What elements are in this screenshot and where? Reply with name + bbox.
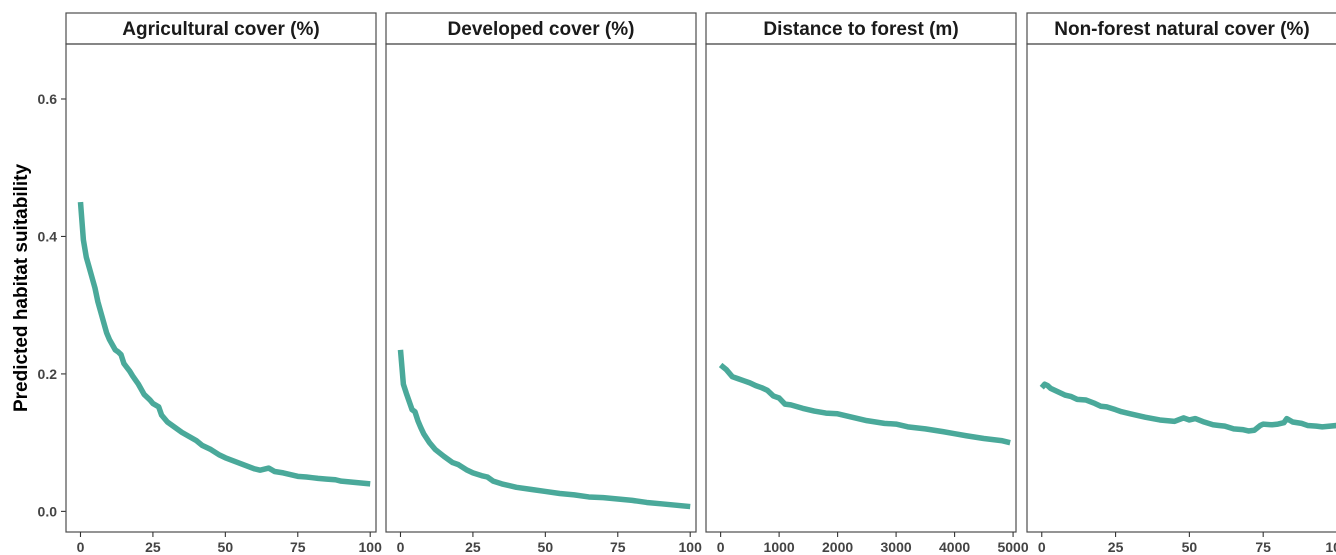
x-tick-label: 0: [1038, 539, 1046, 555]
series-line: [1039, 381, 1336, 434]
x-tick-label: 0: [717, 539, 725, 555]
facet-strip: [1026, 12, 1336, 45]
x-tick-label: 75: [290, 539, 306, 555]
panel-border: [1026, 43, 1336, 533]
y-tick-label: 0.0: [38, 503, 58, 519]
x-tick-label: 5000: [997, 539, 1028, 555]
y-tick-label: 0.4: [38, 228, 58, 244]
facet-panel-3: Distance to forest (m) 0 1000 2000 3000 4000 5…: [705, 12, 1029, 555]
x-tick-label: 0: [397, 539, 405, 555]
facet-panel-4: Non-forest natural cover (%) 0 25 50 75 100: [1026, 12, 1336, 555]
y-tick-label: 0.6: [38, 91, 58, 107]
series-line: [718, 362, 1011, 446]
x-tick-label: 25: [145, 539, 161, 555]
x-tick-label: 3000: [881, 539, 912, 555]
x-tick-label: 75: [610, 539, 626, 555]
x-tick-label: 50: [538, 539, 554, 555]
facet-strip: [65, 12, 377, 45]
x-tick-label: 75: [1255, 539, 1271, 555]
panel-border: [65, 43, 377, 533]
x-tick-label: 100: [679, 539, 703, 555]
facet-strip: [705, 12, 1017, 45]
series-line: [397, 349, 691, 510]
y-axis-title: Predicted habitat suitability: [11, 164, 32, 413]
panel-border: [385, 43, 697, 533]
facet-strip-label: Distance to forest (m): [763, 19, 958, 40]
x-tick-label: 100: [1325, 539, 1336, 555]
x-tick-label: 1000: [764, 539, 795, 555]
x-tick-label: 50: [1182, 539, 1198, 555]
x-tick-label: 0: [77, 539, 85, 555]
series-line: [77, 201, 371, 487]
facet-strip-label: Non-forest natural cover (%): [1054, 19, 1309, 40]
panel-border: [705, 43, 1017, 533]
y-tick-label: 0.2: [38, 366, 58, 382]
facet-panel-1: Agricultural cover (%) 0 25 50 75 100: [65, 12, 383, 555]
facet-strip-label: Developed cover (%): [448, 19, 635, 40]
facet-strip-label: Agricultural cover (%): [122, 19, 319, 40]
facet-panel-2: Developed cover (%) 0 25 50 75 100: [385, 12, 703, 555]
x-tick-label: 25: [465, 539, 481, 555]
x-tick-label: 50: [218, 539, 234, 555]
x-tick-label: 4000: [939, 539, 970, 555]
x-tick-label: 2000: [822, 539, 853, 555]
x-tick-label: 100: [359, 539, 383, 555]
x-tick-label: 25: [1108, 539, 1124, 555]
